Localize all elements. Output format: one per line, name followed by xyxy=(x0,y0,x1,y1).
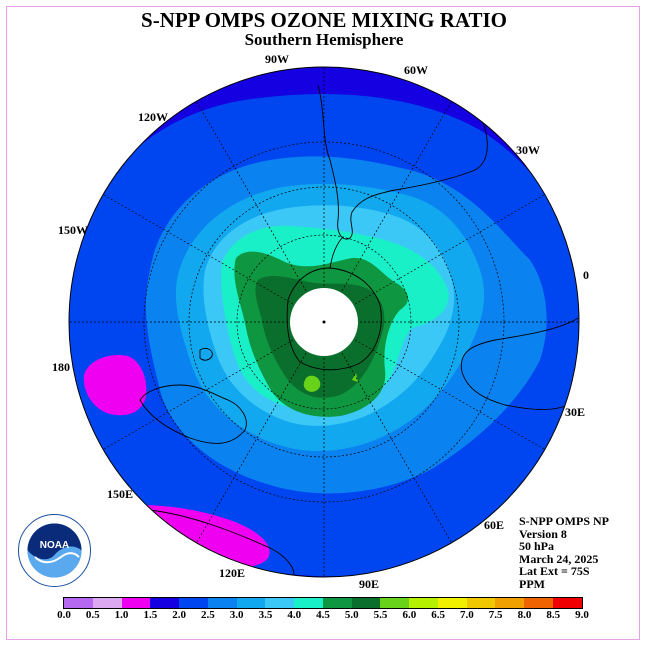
colorbar-swatch-1 xyxy=(92,598,122,608)
info-units: PPM xyxy=(519,576,545,591)
colorbar-swatch-7 xyxy=(265,598,295,608)
south-pole-dot xyxy=(322,320,326,324)
coast-antarctica xyxy=(286,267,382,371)
colorbar-swatch-3 xyxy=(150,598,180,608)
meridian-line xyxy=(196,100,325,323)
colorbar-swatch-15 xyxy=(495,598,525,608)
colorbar-tick-label: 0.5 xyxy=(85,609,100,621)
map-subtitle: Southern Hemisphere xyxy=(244,30,404,49)
meridians xyxy=(69,67,579,577)
colorbar-tick-label: 5.5 xyxy=(373,609,388,621)
colorbar-swatch-8 xyxy=(294,598,323,608)
colorbar-swatch-4 xyxy=(179,598,208,608)
colorbar-tick-label: 3.5 xyxy=(258,609,273,621)
meridian-line xyxy=(196,321,325,544)
noaa-logo-text: NOAA xyxy=(40,540,69,551)
coast-australia xyxy=(139,384,247,444)
colorbar-tick-label: 7.0 xyxy=(460,609,474,621)
colorbar-tick-label: 1.5 xyxy=(143,609,158,621)
colorbar-swatch-14 xyxy=(466,598,496,608)
ozone-contour-5-5-b xyxy=(352,373,358,382)
colorbar-swatch-17 xyxy=(553,598,582,608)
colorbar-swatch-16 xyxy=(524,598,554,608)
meridian-line xyxy=(323,321,452,544)
lon-label-0: 0 xyxy=(583,268,589,282)
info-block: S-NPP OMPS NP Version 8 50 hPa March 24,… xyxy=(519,515,609,591)
map-title: S-NPP OMPS OZONE MIXING RATIO xyxy=(141,8,507,32)
lon-label-120e: 120E xyxy=(219,566,246,580)
coast-south-asia xyxy=(149,509,295,577)
coast-new-zealand xyxy=(199,347,213,361)
latitude-circle-45s xyxy=(188,186,460,458)
ozone-low-patch-180 xyxy=(83,354,147,416)
coast-south-america xyxy=(317,84,488,240)
lon-label-90e: 90E xyxy=(359,577,380,591)
colorbar-swatch-6 xyxy=(236,598,266,608)
colorbar-tick-label: 2.5 xyxy=(201,609,215,621)
info-version: Version 8 xyxy=(519,526,567,541)
meridian-line xyxy=(102,194,325,323)
coast-antarctic-peninsula xyxy=(329,237,343,269)
coast-africa xyxy=(460,317,579,410)
latitude-circle-60s xyxy=(236,234,412,410)
colorbar-tick-label: 7.5 xyxy=(488,609,503,621)
lon-label-150e: 150E xyxy=(107,487,134,501)
lon-label-60w: 60W xyxy=(404,63,428,77)
colorbar-tick-label: 3.0 xyxy=(229,609,244,621)
lon-label-90w: 90W xyxy=(265,52,289,66)
ozone-field xyxy=(69,67,579,577)
meridian-line xyxy=(323,194,546,323)
colorbar-swatch-12 xyxy=(409,598,438,608)
lon-label-60e: 60E xyxy=(484,518,505,532)
info-pressure-level: 50 hPa xyxy=(519,539,555,554)
colorbar xyxy=(63,597,583,609)
map-boundary xyxy=(68,66,580,578)
lon-label-30w: 30W xyxy=(516,143,540,157)
meridian-line xyxy=(102,321,325,450)
colorbar-swatch-2 xyxy=(121,598,151,608)
lon-label-30e: 30E xyxy=(565,405,586,419)
colorbar-tick-label: 4.0 xyxy=(287,609,302,621)
colorbar-swatch-5 xyxy=(207,598,237,608)
colorbar-tick-label: 8.5 xyxy=(546,609,561,621)
figure-frame xyxy=(6,6,640,640)
colorbar-swatch-11 xyxy=(380,598,410,608)
colorbar-tick-label: 9.0 xyxy=(575,609,589,621)
noaa-logo-icon: NOAA xyxy=(18,514,91,587)
colorbar-tick-label: 6.0 xyxy=(402,609,417,621)
colorbar-swatch-9 xyxy=(322,598,352,608)
colorbar-tick-label: 6.5 xyxy=(431,609,445,621)
colorbar-tick-label: 1.0 xyxy=(114,609,129,621)
colorbar-swatch-13 xyxy=(437,598,467,608)
meridian-line xyxy=(323,100,452,323)
ozone-low-patch-120e xyxy=(140,505,270,567)
colorbar-swatch-0 xyxy=(64,598,93,608)
info-date: March 24, 2025 xyxy=(519,551,599,566)
colorbar-tick-label: 0.0 xyxy=(57,609,71,621)
info-instrument: S-NPP OMPS NP xyxy=(519,514,609,528)
lon-label-120w: 120W xyxy=(138,110,168,124)
graticule xyxy=(69,67,579,577)
colorbar-tick-label: 4.5 xyxy=(316,609,330,621)
colorbar-tick-label: 5.0 xyxy=(344,609,359,621)
lon-label-150w: 150W xyxy=(58,223,88,237)
ozone-contour-5-5-a xyxy=(303,375,321,392)
coastlines xyxy=(139,84,579,577)
lon-label-180: 180 xyxy=(52,360,70,374)
colorbar-tick-label: 2.0 xyxy=(172,609,186,621)
meridian-line xyxy=(323,321,546,450)
colorbar-tick-label: 8.0 xyxy=(517,609,532,621)
colorbar-swatch-10 xyxy=(351,598,381,608)
info-lat-extent: Lat Ext = 75S xyxy=(519,564,590,579)
